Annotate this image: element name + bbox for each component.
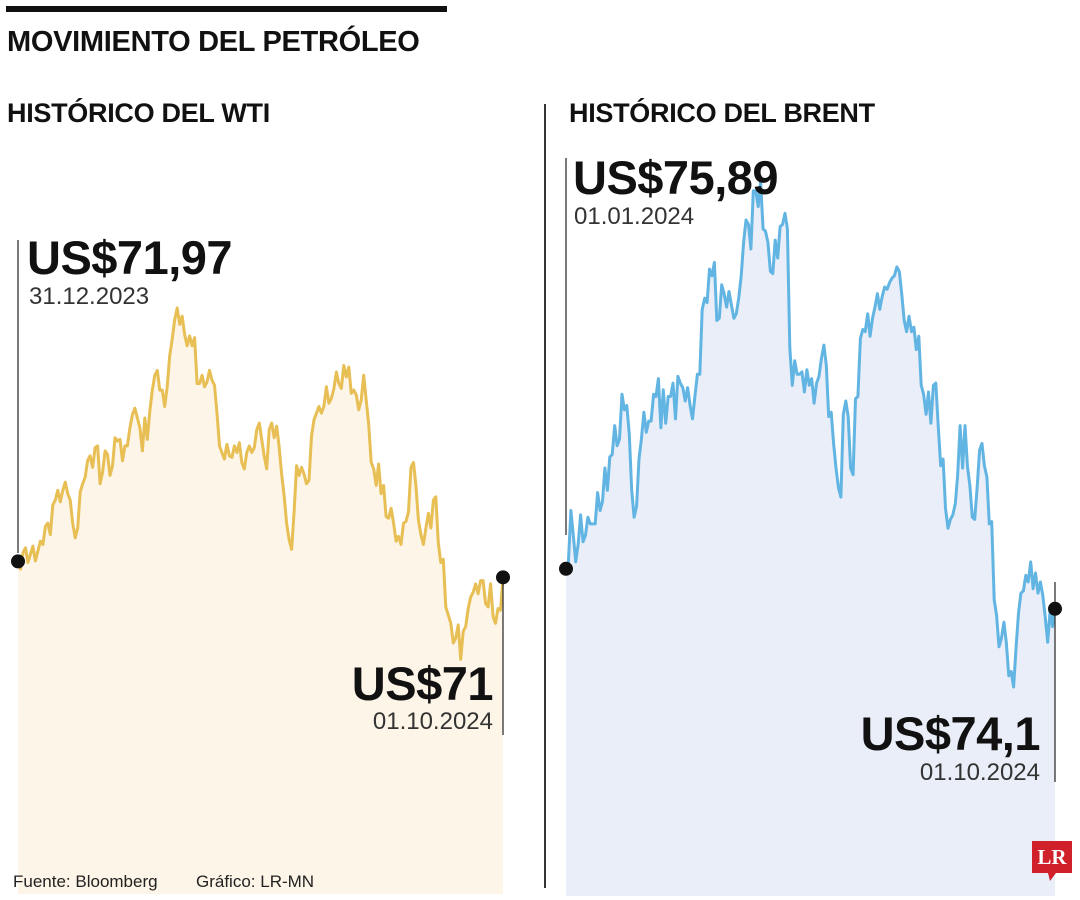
credit-note: Gráfico: LR-MN xyxy=(196,872,315,891)
wti-start-point xyxy=(11,554,25,569)
logo-badge xyxy=(1032,841,1072,881)
source-note: Fuente: Bloomberg xyxy=(13,872,158,891)
brent-area-fill xyxy=(566,182,1055,896)
wti-end-point xyxy=(496,570,510,585)
wti-chart-title: HISTÓRICO DEL WTI xyxy=(7,98,270,128)
lr-logo: LR xyxy=(1032,841,1072,881)
brent-price-line xyxy=(564,180,1057,689)
logo-text: LR xyxy=(1037,845,1067,869)
wti-end-date-label: 01.10.2024 xyxy=(373,708,493,735)
wti-area-fill xyxy=(18,308,503,894)
wti-start-date-label: 31.12.2023 xyxy=(29,283,149,310)
brent-end-date-label: 01.10.2024 xyxy=(920,759,1040,786)
chart-divider xyxy=(544,104,546,888)
brent-end-value-label: US$74,1 xyxy=(861,707,1040,760)
main-title: MOVIMIENTO DEL PETRÓLEO xyxy=(7,26,420,58)
wti-start-value-label: US$71,97 xyxy=(27,231,232,284)
top-rule xyxy=(6,6,447,12)
brent-end-point xyxy=(1048,601,1062,616)
wti-price-line xyxy=(16,306,505,661)
brent-start-date-label: 01.01.2024 xyxy=(574,203,694,230)
brent-start-value-label: US$75,89 xyxy=(573,151,778,204)
wti-end-value-label: US$71 xyxy=(352,657,493,710)
brent-start-point xyxy=(559,561,573,576)
brent-chart-title: HISTÓRICO DEL BRENT xyxy=(569,98,875,128)
